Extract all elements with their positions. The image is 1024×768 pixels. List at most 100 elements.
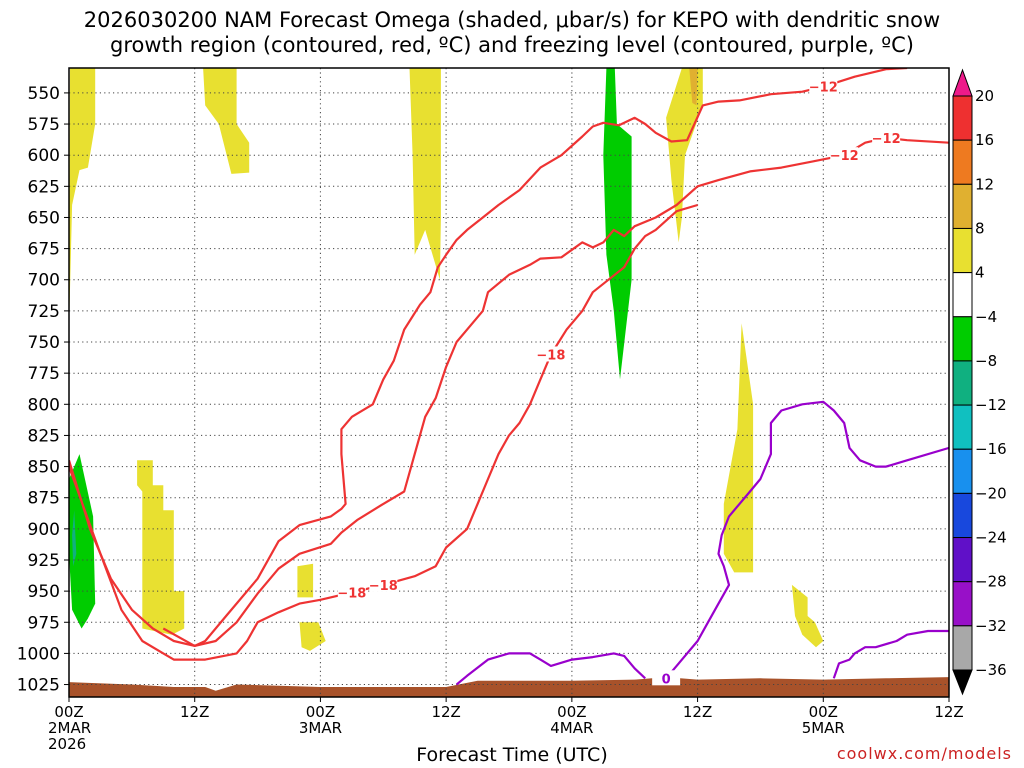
contour-label-2: −18 (369, 579, 398, 594)
colorbar-segment-10 (952, 492, 973, 539)
contour-label-bg-2 (369, 576, 398, 592)
colorbar-label-3: 8 (975, 219, 985, 237)
colorbar-label-13: −36 (975, 661, 1007, 679)
y-tick-label-550: 550 (28, 84, 60, 104)
omega-region-8 (137, 460, 185, 635)
contour-label-bg-6 (809, 78, 838, 94)
omega-region-9 (297, 563, 314, 598)
x-tick-label-0-1: 2MAR (48, 719, 91, 737)
colorbar-segment-5 (952, 272, 973, 318)
contour-label-0: −18 (337, 586, 366, 601)
colorbar: 20 16 12 8 4 −4 −8 −12 −16 −20 −24 −28 −32 −36 (952, 68, 1007, 696)
colorbar-segment-2 (952, 139, 973, 185)
y-axis: 550 575 600 625 650 675 700 725 750 775 800 825 850 8… (17, 84, 69, 696)
y-tick-label-700: 700 (28, 271, 60, 291)
y-tick-label-675: 675 (28, 240, 60, 260)
y-tick-label-625: 625 (28, 177, 60, 197)
colorbar-label-10: −24 (975, 529, 1007, 547)
y-tick-label-800: 800 (28, 395, 60, 415)
y-tick-label-925: 925 (28, 551, 60, 571)
y-tick-label-650: 650 (28, 208, 60, 228)
contour-label-4: 0 (662, 672, 671, 687)
x-tick-label-36-0: 12Z (431, 703, 460, 721)
colorbar-segment-8 (952, 404, 973, 450)
omega-region-1 (203, 68, 250, 174)
colorbar-segment-4 (952, 227, 973, 274)
contour-label-3: −18 (536, 348, 565, 363)
contour-5 (832, 629, 949, 679)
x-tick-label-24-1: 3MAR (299, 719, 342, 737)
credit-link[interactable]: coolwx.com/models (836, 744, 1012, 763)
colorbar-label-7: −12 (975, 396, 1007, 414)
x-tick-label-12-0: 12Z (180, 703, 209, 721)
contour-0 (69, 68, 908, 648)
colorbar-segment-3 (952, 183, 973, 229)
colorbar-label-6: −8 (975, 352, 997, 370)
colorbar-bottom-arrow (952, 669, 973, 696)
grid-lines (69, 68, 949, 697)
y-tick-label-950: 950 (28, 582, 60, 602)
y-tick-label-825: 825 (28, 426, 60, 446)
contour-4 (665, 400, 949, 680)
terrain-fill (69, 677, 949, 697)
y-tick-label-750: 750 (28, 333, 60, 353)
omega-region-7 (72, 510, 77, 567)
contour-3 (455, 652, 646, 686)
y-tick-label-900: 900 (28, 520, 60, 540)
x-tick-label-72-1: 5MAR (802, 719, 845, 737)
x-tick-label-60-0: 12Z (683, 703, 712, 721)
colorbar-segment-6 (952, 316, 973, 362)
colorbar-segment-11 (952, 537, 973, 583)
contour-label-bg-5 (830, 147, 859, 163)
omega-region-0 (69, 68, 96, 330)
contour-label-bg-3 (536, 346, 565, 362)
y-tick-label-600: 600 (28, 146, 60, 166)
omega-region-12 (791, 584, 824, 648)
x-tick-label-0-2: 2026 (48, 735, 86, 753)
x-tick-label-72-0: 00Z (809, 703, 838, 721)
y-tick-label-1025: 1025 (17, 676, 60, 696)
contour-label-bg-0 (337, 584, 366, 600)
omega-region-10 (299, 622, 326, 651)
contour-lines: −18−12−18−180−12−12 (69, 68, 949, 687)
omega-region-6 (69, 454, 96, 629)
omega-region-2 (409, 68, 441, 280)
y-tick-label-975: 975 (28, 613, 60, 633)
colorbar-segment-12 (952, 581, 973, 627)
omega-region-5 (603, 68, 632, 380)
colorbar-segment-7 (952, 360, 973, 406)
contour-label-1: −12 (872, 132, 901, 147)
y-tick-label-850: 850 (28, 458, 60, 478)
colorbar-segment-13 (952, 625, 973, 671)
colorbar-label-9: −20 (975, 484, 1007, 502)
y-tick-label-1000: 1000 (17, 644, 60, 664)
y-tick-label-875: 875 (28, 489, 60, 509)
contour-2 (69, 203, 698, 661)
plot-border (68, 67, 950, 698)
colorbar-label-8: −16 (975, 440, 1007, 458)
colorbar-label-4: 4 (975, 264, 985, 282)
contour-1 (162, 136, 949, 648)
colorbar-top-arrow (952, 68, 973, 97)
x-tick-label-48-1: 4MAR (550, 719, 593, 737)
omega-region-11 (723, 323, 754, 573)
y-tick-label-725: 725 (28, 302, 60, 322)
contour-label-bg-1 (872, 129, 901, 145)
x-tick-label-48-0: 00Z (557, 703, 586, 721)
chart-title-line-1: 2026030200 NAM Forecast Omega (shaded, μ… (83, 8, 941, 32)
colorbar-label-1: 16 (975, 131, 994, 149)
contour-label-6: −12 (809, 81, 838, 96)
colorbar-label-11: −28 (975, 573, 1007, 591)
x-tick-label-0-0: 00Z (54, 703, 83, 721)
y-tick-label-775: 775 (28, 364, 60, 384)
colorbar-segment-1 (952, 95, 973, 141)
x-tick-label-84-0: 12Z (934, 703, 963, 721)
omega-region-3 (666, 68, 703, 243)
colorbar-label-0: 20 (975, 87, 994, 105)
colorbar-segment-9 (952, 448, 973, 494)
colorbar-label-5: −4 (975, 308, 997, 326)
contour-label-bg-4 (652, 670, 681, 686)
colorbar-label-2: 12 (975, 175, 994, 193)
